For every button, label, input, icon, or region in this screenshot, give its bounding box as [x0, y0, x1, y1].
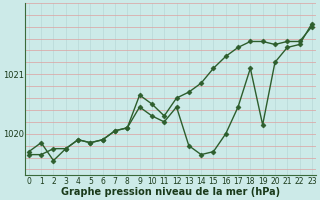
X-axis label: Graphe pression niveau de la mer (hPa): Graphe pression niveau de la mer (hPa)	[61, 187, 280, 197]
